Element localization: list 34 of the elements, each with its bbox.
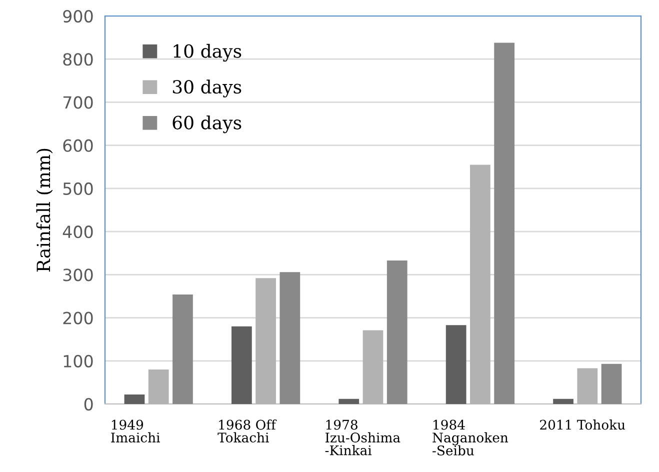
y-tick-label: 900 xyxy=(63,10,93,23)
bar xyxy=(362,330,384,404)
bar xyxy=(446,325,466,404)
y-axis-title: Rainfall (mm) xyxy=(36,148,53,272)
bar xyxy=(601,364,622,404)
bar xyxy=(231,326,252,404)
legend-label: 60 days xyxy=(172,115,242,134)
y-tick-label: 400 xyxy=(62,226,93,238)
x-tick-label: 1984 Naganoken -Seibu xyxy=(432,420,508,456)
y-tick-label: 0 xyxy=(84,398,93,411)
legend-label: 30 days xyxy=(172,80,242,98)
bar xyxy=(124,394,145,404)
y-tick-label: 500 xyxy=(63,182,93,196)
bar xyxy=(553,398,574,404)
bar xyxy=(494,42,515,404)
bar xyxy=(470,164,490,404)
bar xyxy=(338,398,360,404)
x-tick-label: 1968 Off Tokachi xyxy=(218,420,277,443)
y-tick-label: 600 xyxy=(63,139,93,152)
x-tick-label: 1949 Imaichi xyxy=(111,420,160,443)
legend-label: 10 days xyxy=(174,44,242,62)
bar xyxy=(172,294,193,404)
bar xyxy=(386,260,408,404)
bar xyxy=(148,370,169,404)
bar xyxy=(577,368,598,404)
bar xyxy=(256,278,276,404)
y-tick-label: 800 xyxy=(63,53,93,66)
y-tick-label: 100 xyxy=(64,354,93,368)
y-tick-label: 700 xyxy=(63,96,93,109)
y-tick-label: 200 xyxy=(63,312,93,324)
bar xyxy=(280,272,300,404)
x-tick-label: 1978 Izu-Oshima -Kinkai xyxy=(325,420,400,456)
x-tick-label: 2011 Tohoku xyxy=(540,420,626,430)
y-tick-label: 300 xyxy=(63,268,93,282)
